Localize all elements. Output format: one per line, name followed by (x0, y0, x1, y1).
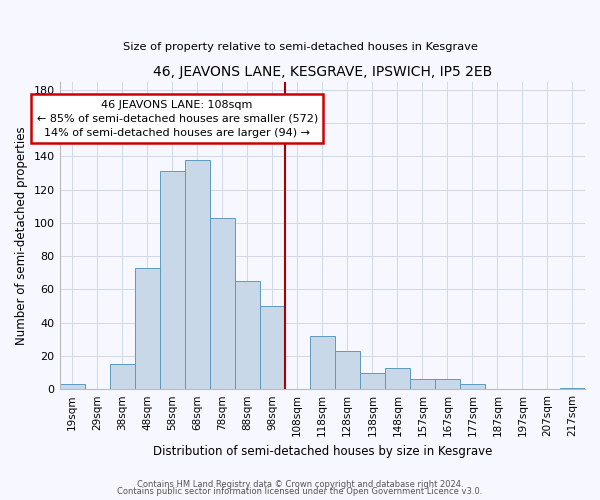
Bar (160, 172, 185, 389)
Bar (310, 336, 335, 389)
Bar (360, 372, 385, 389)
Title: 46, JEAVONS LANE, KESGRAVE, IPSWICH, IP5 2EB: 46, JEAVONS LANE, KESGRAVE, IPSWICH, IP5… (152, 65, 492, 79)
Bar (385, 368, 410, 389)
Bar (209, 218, 235, 389)
X-axis label: Distribution of semi-detached houses by size in Kesgrave: Distribution of semi-detached houses by … (152, 444, 492, 458)
Bar (59, 384, 85, 389)
Bar (410, 379, 435, 389)
Bar (335, 351, 360, 389)
Bar (235, 281, 260, 389)
Bar (560, 388, 585, 389)
Bar (110, 364, 134, 389)
Bar (134, 268, 160, 389)
Y-axis label: Number of semi-detached properties: Number of semi-detached properties (15, 126, 28, 344)
Bar (460, 384, 485, 389)
Text: 46 JEAVONS LANE: 108sqm
← 85% of semi-detached houses are smaller (572)
14% of s: 46 JEAVONS LANE: 108sqm ← 85% of semi-de… (37, 100, 318, 138)
Bar (260, 306, 285, 389)
Text: Contains public sector information licensed under the Open Government Licence v3: Contains public sector information licen… (118, 487, 482, 496)
Bar (435, 379, 460, 389)
Text: Size of property relative to semi-detached houses in Kesgrave: Size of property relative to semi-detach… (122, 42, 478, 52)
Text: Contains HM Land Registry data © Crown copyright and database right 2024.: Contains HM Land Registry data © Crown c… (137, 480, 463, 489)
Bar (185, 160, 209, 389)
